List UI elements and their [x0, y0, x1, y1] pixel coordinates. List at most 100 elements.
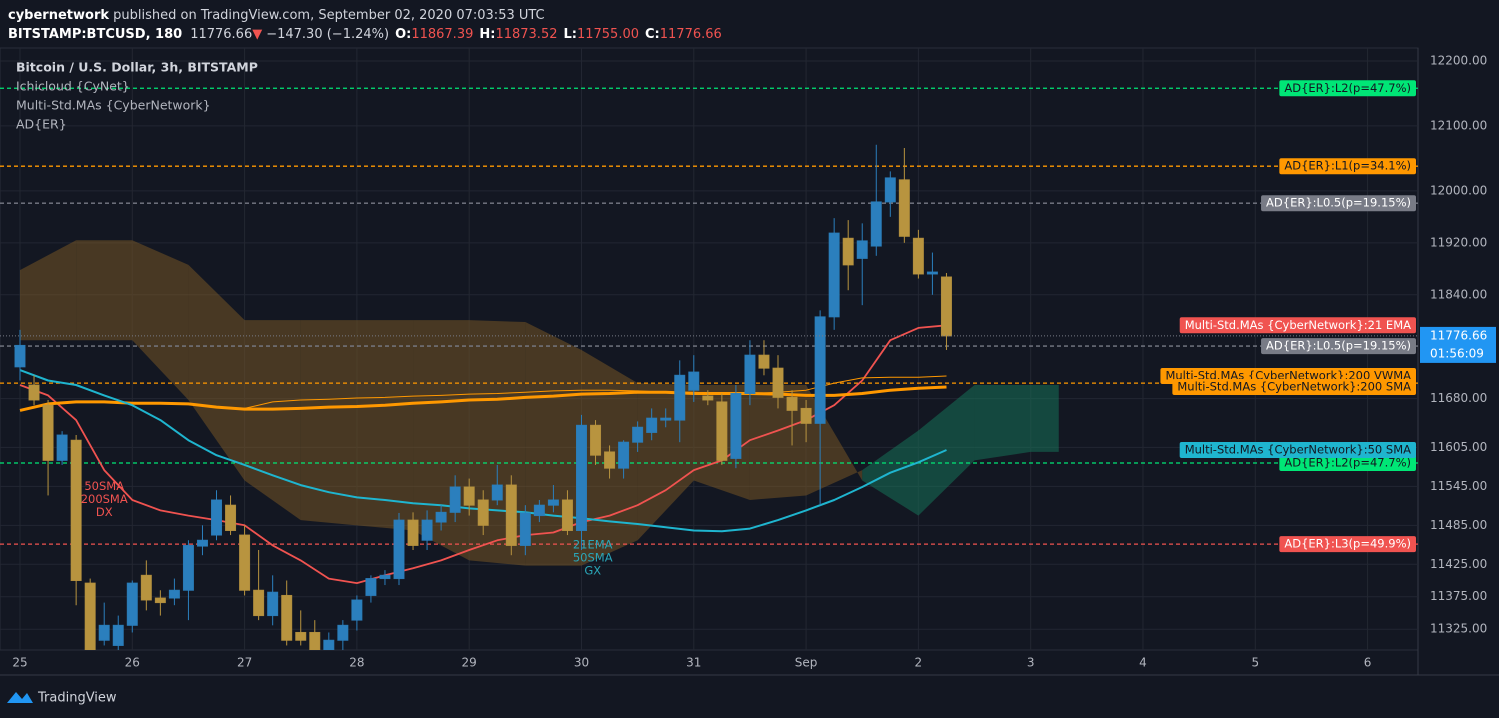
candle-body — [98, 624, 110, 641]
candle-body — [926, 271, 938, 275]
y-tick-label: 12000.00 — [1430, 183, 1487, 197]
x-tick-label: 28 — [349, 656, 364, 670]
candle-body — [267, 591, 279, 617]
candle-body — [604, 451, 616, 469]
x-tick-label: 6 — [1364, 656, 1372, 670]
y-tick-label: 12100.00 — [1430, 118, 1487, 132]
candle-body — [182, 544, 194, 591]
series-label-text: Multi-Std.MAs {CyberNetwork}:200 SMA — [1177, 379, 1411, 393]
cloud-segment — [525, 322, 582, 566]
level-label-text: AD{ER}:L0.5(p=19.15%) — [1266, 196, 1411, 210]
legend-line: Ichicloud {CyNet} — [16, 79, 130, 94]
candle-body — [253, 589, 265, 617]
y-tick-label: 11680.00 — [1430, 391, 1487, 405]
logo — [7, 692, 33, 703]
brand: TradingView — [37, 691, 117, 706]
cloud-segment — [1030, 385, 1059, 452]
candle-body — [449, 486, 461, 513]
level-label-text: AD{ER}:L1(p=34.1%) — [1284, 159, 1411, 173]
candle-body — [309, 631, 321, 650]
ohlc-value: 11755.00 — [577, 27, 639, 42]
candle-body — [884, 177, 896, 203]
candle-body — [126, 582, 138, 626]
cloud-segment — [300, 320, 357, 526]
candle-body — [688, 371, 700, 391]
candle-body — [140, 574, 152, 601]
candle-body — [379, 574, 391, 580]
candle-body — [505, 484, 517, 546]
y-tick-label: 12200.00 — [1430, 53, 1487, 67]
symbol-line: BITSTAMP:BTCUSD, 180 11776.66▼ −147.30 (−1… — [8, 27, 722, 42]
candle-body — [758, 354, 770, 369]
published-line: cybernetwork published on TradingView.co… — [8, 8, 545, 23]
candle-body — [940, 276, 952, 337]
cloud-segment — [188, 264, 245, 481]
candle-body — [70, 439, 82, 582]
candle-body — [561, 499, 573, 532]
cloud-segment — [974, 385, 1031, 461]
candle-body — [674, 374, 686, 421]
x-tick-label: 31 — [686, 656, 701, 670]
candle-body — [702, 395, 714, 401]
candle-body — [477, 499, 489, 526]
level-label: AD{ER}:L0.5(p=19.15%) — [1261, 195, 1416, 212]
level-label: AD{ER}:L1(p=34.1%) — [1279, 158, 1416, 175]
last-price: 11776.66 — [190, 27, 252, 42]
candle-body — [632, 426, 644, 443]
candle-body — [730, 392, 742, 459]
y-tick-label: 11485.00 — [1430, 518, 1487, 532]
annotation: 50SMA — [573, 550, 613, 564]
candle-body — [435, 511, 447, 523]
candle-body — [772, 367, 784, 398]
candle-body — [239, 534, 251, 591]
x-tick-label: 5 — [1251, 656, 1259, 670]
candle-body — [323, 639, 335, 650]
price-label: 11776.66 — [1430, 328, 1487, 342]
candle-body — [14, 344, 26, 368]
level-label-box — [1261, 338, 1416, 355]
candle-body — [590, 424, 602, 456]
level-label-box — [1279, 454, 1416, 471]
candle-body — [842, 237, 854, 266]
ohlc-key: H: — [479, 27, 495, 42]
candle-body — [898, 179, 910, 237]
x-tick-label: 4 — [1139, 656, 1147, 670]
candle-body — [154, 597, 166, 604]
price-label-box — [1420, 326, 1496, 363]
candle-body — [28, 384, 40, 401]
series-label-box — [1179, 441, 1416, 458]
publisher: cybernetwork — [8, 8, 109, 23]
series-label-text: Multi-Std.MAs {CyberNetwork}:200 VWMA — [1165, 368, 1411, 382]
level-label: AD{ER}:L2(p=47.7%) — [1279, 80, 1416, 97]
candle-body — [716, 401, 728, 461]
candle-body — [42, 404, 54, 461]
annotation: 50SMA — [84, 479, 124, 493]
annotation: DX — [96, 505, 113, 519]
x-tick-label: 29 — [462, 656, 477, 670]
y-tick-label: 11325.00 — [1430, 622, 1487, 636]
y-tick-label: 11375.00 — [1430, 589, 1487, 603]
legend-line: AD{ER} — [16, 117, 67, 132]
candle-body — [112, 624, 124, 646]
annotation: GX — [584, 563, 601, 577]
candle-body — [870, 201, 882, 247]
published-text: published on TradingView.com, September … — [109, 8, 545, 23]
y-tick-label: 11425.00 — [1430, 557, 1487, 571]
series-label: Multi-Std.MAs {CyberNetwork}:50 SMA — [1179, 441, 1416, 458]
candle-body — [800, 407, 812, 424]
ohlc-key: O: — [395, 27, 411, 42]
ohlc-key: L: — [563, 27, 576, 42]
ohlc-key: C: — [645, 27, 660, 42]
legend-line: Bitcoin / U.S. Dollar, 3h, BITSTAMP — [16, 60, 258, 75]
candle-body — [84, 582, 96, 650]
candle-body — [519, 512, 531, 546]
candle-body — [856, 240, 868, 259]
candle-body — [912, 237, 924, 275]
x-tick-label: 30 — [574, 656, 589, 670]
candle-body — [407, 519, 419, 546]
level-label: AD{ER}:L2(p=47.7%) — [1279, 454, 1416, 471]
candle-body — [168, 589, 180, 599]
annotation: 21EMA — [573, 537, 613, 551]
level-label-box — [1279, 80, 1416, 97]
